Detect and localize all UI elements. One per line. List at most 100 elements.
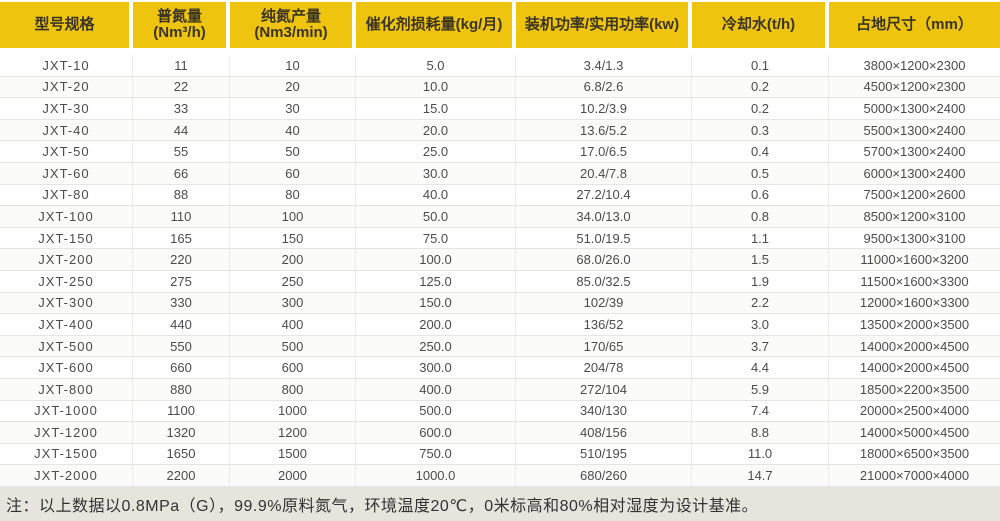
table-cell: 5500×1300×2400 [863,122,966,138]
table-cell: 250 [230,270,356,292]
table-cell: 0.1 [692,55,829,76]
table-cell: 0.3 [692,119,829,141]
table-cell: 6000×1300×2400 [863,165,966,181]
table-cell: 60 [230,162,356,184]
table-row: JXT-2000 2200 2000 1000.0 680/260 14.7 21000×7… [0,465,1000,487]
table-cell: 11000×1600×3200 [860,252,969,268]
table-row: JXT-400 440 400 200.0 136/52 3.0 13500×2000×35… [0,314,1000,336]
model-cell: JXT-500 [0,335,133,357]
table-cell: 300 [230,292,356,314]
table-cell: 5.0 [356,55,516,76]
table-cell: 33 [133,98,230,119]
table-header-row: 型号规格 普氮量(Nm³/h) 纯氮产量(Nm3/min) 催化剂损耗量(kg/月) 装… [0,0,1000,48]
column-header: 纯氮产量(Nm3/min) [230,2,356,48]
table-cell: 330 [133,292,230,314]
table-cell: 11.0 [692,443,829,465]
table-cell: 14.7 [692,465,829,486]
table-cell: 2000 [230,465,356,486]
table-cell: 50.0 [356,206,516,227]
model-cell: JXT-2000 [0,465,133,486]
table-row: JXT-50 55 50 25.0 17.0/6.5 0.4 5700×1300×2400 [0,141,1000,163]
model-cell: JXT-200 [0,249,133,270]
table-cell: 44 [133,119,230,141]
table-cell: 5000×1300×2400 [863,100,966,116]
table-cell: 1.5 [692,249,829,270]
table-cell: 51.0/19.5 [516,227,692,249]
table-cell: 3.7 [692,335,829,357]
table-row: JXT-100 110 100 50.0 34.0/13.0 0.8 8500×1200×3… [0,206,1000,228]
table-cell: 125.0 [356,270,516,292]
table-cell: 100.0 [356,249,516,270]
table-cell: 272/104 [516,378,692,400]
table-cell: 750.0 [356,443,516,465]
table-cell: 500.0 [356,400,516,422]
table-cell: 66 [133,162,230,184]
table-cell: 68.0/26.0 [516,249,692,270]
table-row: JXT-150 165 150 75.0 51.0/19.5 1.1 9500×1300×3… [0,227,1000,250]
column-header: 型号规格 [0,2,133,48]
table-row: JXT-1500 1650 1500 750.0 510/195 11.0 18000×65… [0,443,1000,466]
table-cell: 400.0 [356,378,516,400]
table-cell: 8500×1200×3100 [863,208,966,224]
table-cell: 1000 [230,400,356,422]
table-cell: 680/260 [516,465,692,486]
column-header: 占地尺寸（mm） [829,2,1000,48]
table-cell: 14000×2000×4500 [859,338,970,354]
table-cell: 500 [230,335,356,357]
table-cell: 10.2/3.9 [516,98,692,119]
table-cell: 204/78 [516,357,692,378]
table-cell: 20000×2500×4000 [859,403,970,419]
table-row: JXT-250 275 250 125.0 85.0/32.5 1.9 11500×1600… [0,270,1000,293]
table-cell: 400 [230,314,356,335]
table-cell: 220 [133,249,230,270]
table-cell: 80 [230,184,356,206]
table-cell: 1100 [133,400,230,422]
table-cell: 25.0 [356,141,516,162]
model-cell: JXT-300 [0,292,133,314]
table-cell: 1000.0 [356,465,516,486]
table-cell: 6.8/2.6 [516,76,692,98]
table-cell: 27.2/10.4 [516,184,692,206]
column-header: 普氮量(Nm³/h) [133,2,230,48]
model-cell: JXT-1000 [0,400,133,422]
table-row: JXT-60 66 60 30.0 20.4/7.8 0.5 6000×1300×2400 [0,162,1000,185]
table-cell: 7.4 [692,400,829,422]
table-cell: 12000×1600×3300 [859,295,970,311]
table-cell: 1.9 [692,270,829,292]
table-cell: 20.4/7.8 [516,162,692,184]
model-cell: JXT-50 [0,141,133,162]
table-cell: 7500×1200×2600 [863,187,966,203]
table-cell: 20 [230,76,356,98]
table-cell: 250.0 [356,335,516,357]
table-cell: 14000×5000×4500 [859,424,970,440]
model-cell: JXT-1200 [0,422,133,443]
table-cell: 0.2 [692,76,829,98]
table-cell: 85.0/32.5 [516,270,692,292]
table-cell: 4.4 [692,357,829,378]
table-cell: 17.0/6.5 [516,141,692,162]
table-cell: 22 [133,76,230,98]
column-header: 冷却水(t/h) [692,2,829,48]
table-cell: 10.0 [356,76,516,98]
table-cell: 34.0/13.0 [516,206,692,227]
table-cell: 110 [133,206,230,227]
table-cell: 5.9 [692,378,829,400]
table-cell: 200 [230,249,356,270]
table-cell: 1650 [133,443,230,465]
table-row: JXT-1000 1100 1000 500.0 340/130 7.4 20000×250… [0,400,1000,423]
table-row: JXT-300 330 300 150.0 102/39 2.2 12000×1600×33… [0,292,1000,315]
table-cell: 170/65 [516,335,692,357]
table-cell: 75.0 [356,227,516,249]
table-cell: 13.6/5.2 [516,119,692,141]
table-cell: 165 [133,227,230,249]
table-cell: 18000×6500×3500 [859,446,970,462]
model-cell: JXT-80 [0,184,133,206]
table-cell: 0.2 [692,98,829,119]
table-row: JXT-500 550 500 250.0 170/65 3.7 14000×2000×45… [0,335,1000,358]
table-cell: 11500×1600×3300 [860,273,969,289]
table-cell: 3.0 [692,314,829,335]
table-cell: 600 [230,357,356,378]
table-cell: 300.0 [356,357,516,378]
table-cell: 13500×2000×3500 [859,316,970,332]
table-cell: 3.4/1.3 [516,55,692,76]
